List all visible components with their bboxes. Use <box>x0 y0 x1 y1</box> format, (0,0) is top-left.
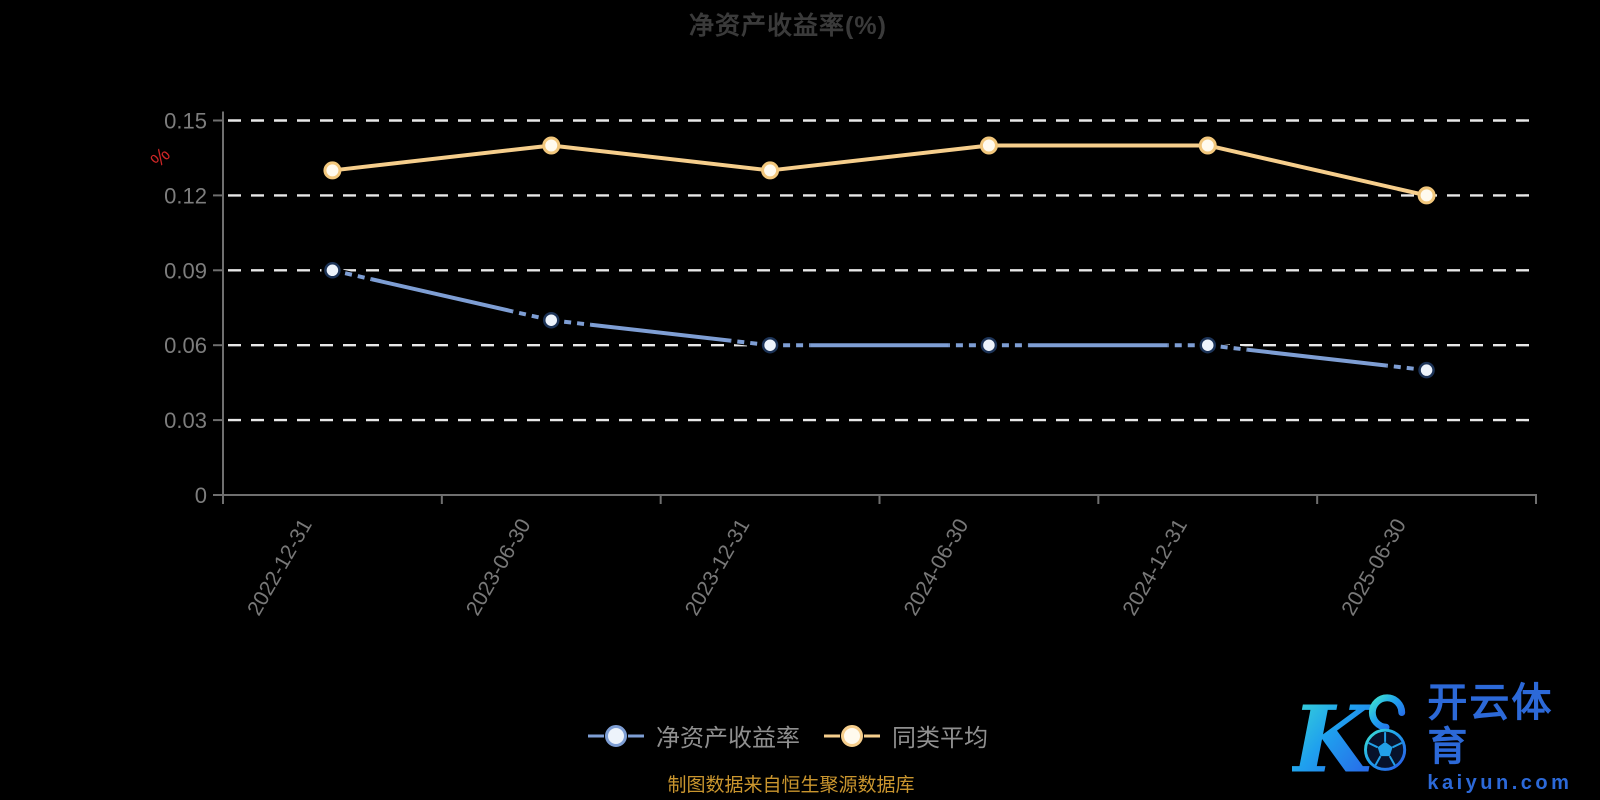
kaiyun-logo-icon: K <box>1292 688 1407 788</box>
data-point-marker[interactable] <box>1198 136 1217 155</box>
series-line <box>332 143 1428 198</box>
y-axis-tick-label: 0.09 <box>164 258 207 283</box>
x-axis-tick-label: 2025-06-30 <box>1337 515 1411 620</box>
series-roe <box>321 259 1438 382</box>
legend-marker-peer-average-icon <box>824 724 880 747</box>
data-source-note: 制图数据来自恒生聚源数据库 <box>667 775 915 796</box>
data-point-marker[interactable] <box>324 262 341 279</box>
data-point-marker[interactable] <box>980 336 998 354</box>
y-axis-tick-label: 0.12 <box>164 183 207 208</box>
kaiyun-watermark: K 开云体育 kaiyun.com <box>1292 681 1592 794</box>
data-point-marker[interactable] <box>1418 361 1435 379</box>
kaiyun-watermark-text: 开云体育 kaiyun.com <box>1427 681 1592 795</box>
axes: 0 0.03 0.06 0.09 0.12 0.15% 2022-12-31 2023-06-… <box>147 109 1537 620</box>
y-axis-unit-label: % <box>147 144 175 172</box>
kaiyun-brand-name: 开云体育 <box>1427 681 1554 769</box>
legend-item-roe[interactable]: 净资产收益率 <box>588 718 800 753</box>
x-axis-tick-label: 2024-06-30 <box>900 515 974 620</box>
data-point-marker[interactable] <box>761 161 780 180</box>
data-point-marker[interactable] <box>979 136 998 155</box>
x-axis-tick-label: 2024-12-31 <box>1118 515 1192 620</box>
legend-item-peer-average[interactable]: 同类平均 <box>824 718 988 753</box>
data-point-marker[interactable] <box>542 136 561 155</box>
legend-label-roe: 净资产收益率 <box>656 725 800 752</box>
svg-text:K: K <box>1292 688 1376 788</box>
legend-label-peer-average: 同类平均 <box>892 725 988 752</box>
chart-legend: 净资产收益率 同类平均 <box>0 718 1576 753</box>
x-axis-tick-label: 2023-06-30 <box>462 515 536 620</box>
data-point-marker[interactable] <box>323 161 342 180</box>
x-axis-tick-label: 2023-12-31 <box>681 515 755 620</box>
kaiyun-domain: kaiyun.com <box>1427 772 1573 794</box>
y-axis-tick-label: 0.15 <box>164 109 207 134</box>
series-peer-average <box>323 136 1436 205</box>
legend-marker-roe-icon <box>588 724 644 747</box>
data-point-marker[interactable] <box>761 336 779 354</box>
data-point-marker[interactable] <box>1199 336 1216 354</box>
y-axis-tick-label: 0.06 <box>164 333 207 358</box>
data-point-marker[interactable] <box>1417 186 1436 205</box>
y-axis-tick-label: 0.03 <box>164 408 207 433</box>
gridlines <box>228 119 1536 422</box>
soccer-ball-icon <box>1364 728 1407 771</box>
chart-title: 净资产收益率(%) <box>689 12 887 40</box>
y-axis-tick-label: 0 <box>195 483 207 508</box>
series-line <box>331 268 1427 373</box>
x-axis-tick-label: 2022-12-31 <box>243 515 317 620</box>
data-point-marker[interactable] <box>543 311 560 329</box>
